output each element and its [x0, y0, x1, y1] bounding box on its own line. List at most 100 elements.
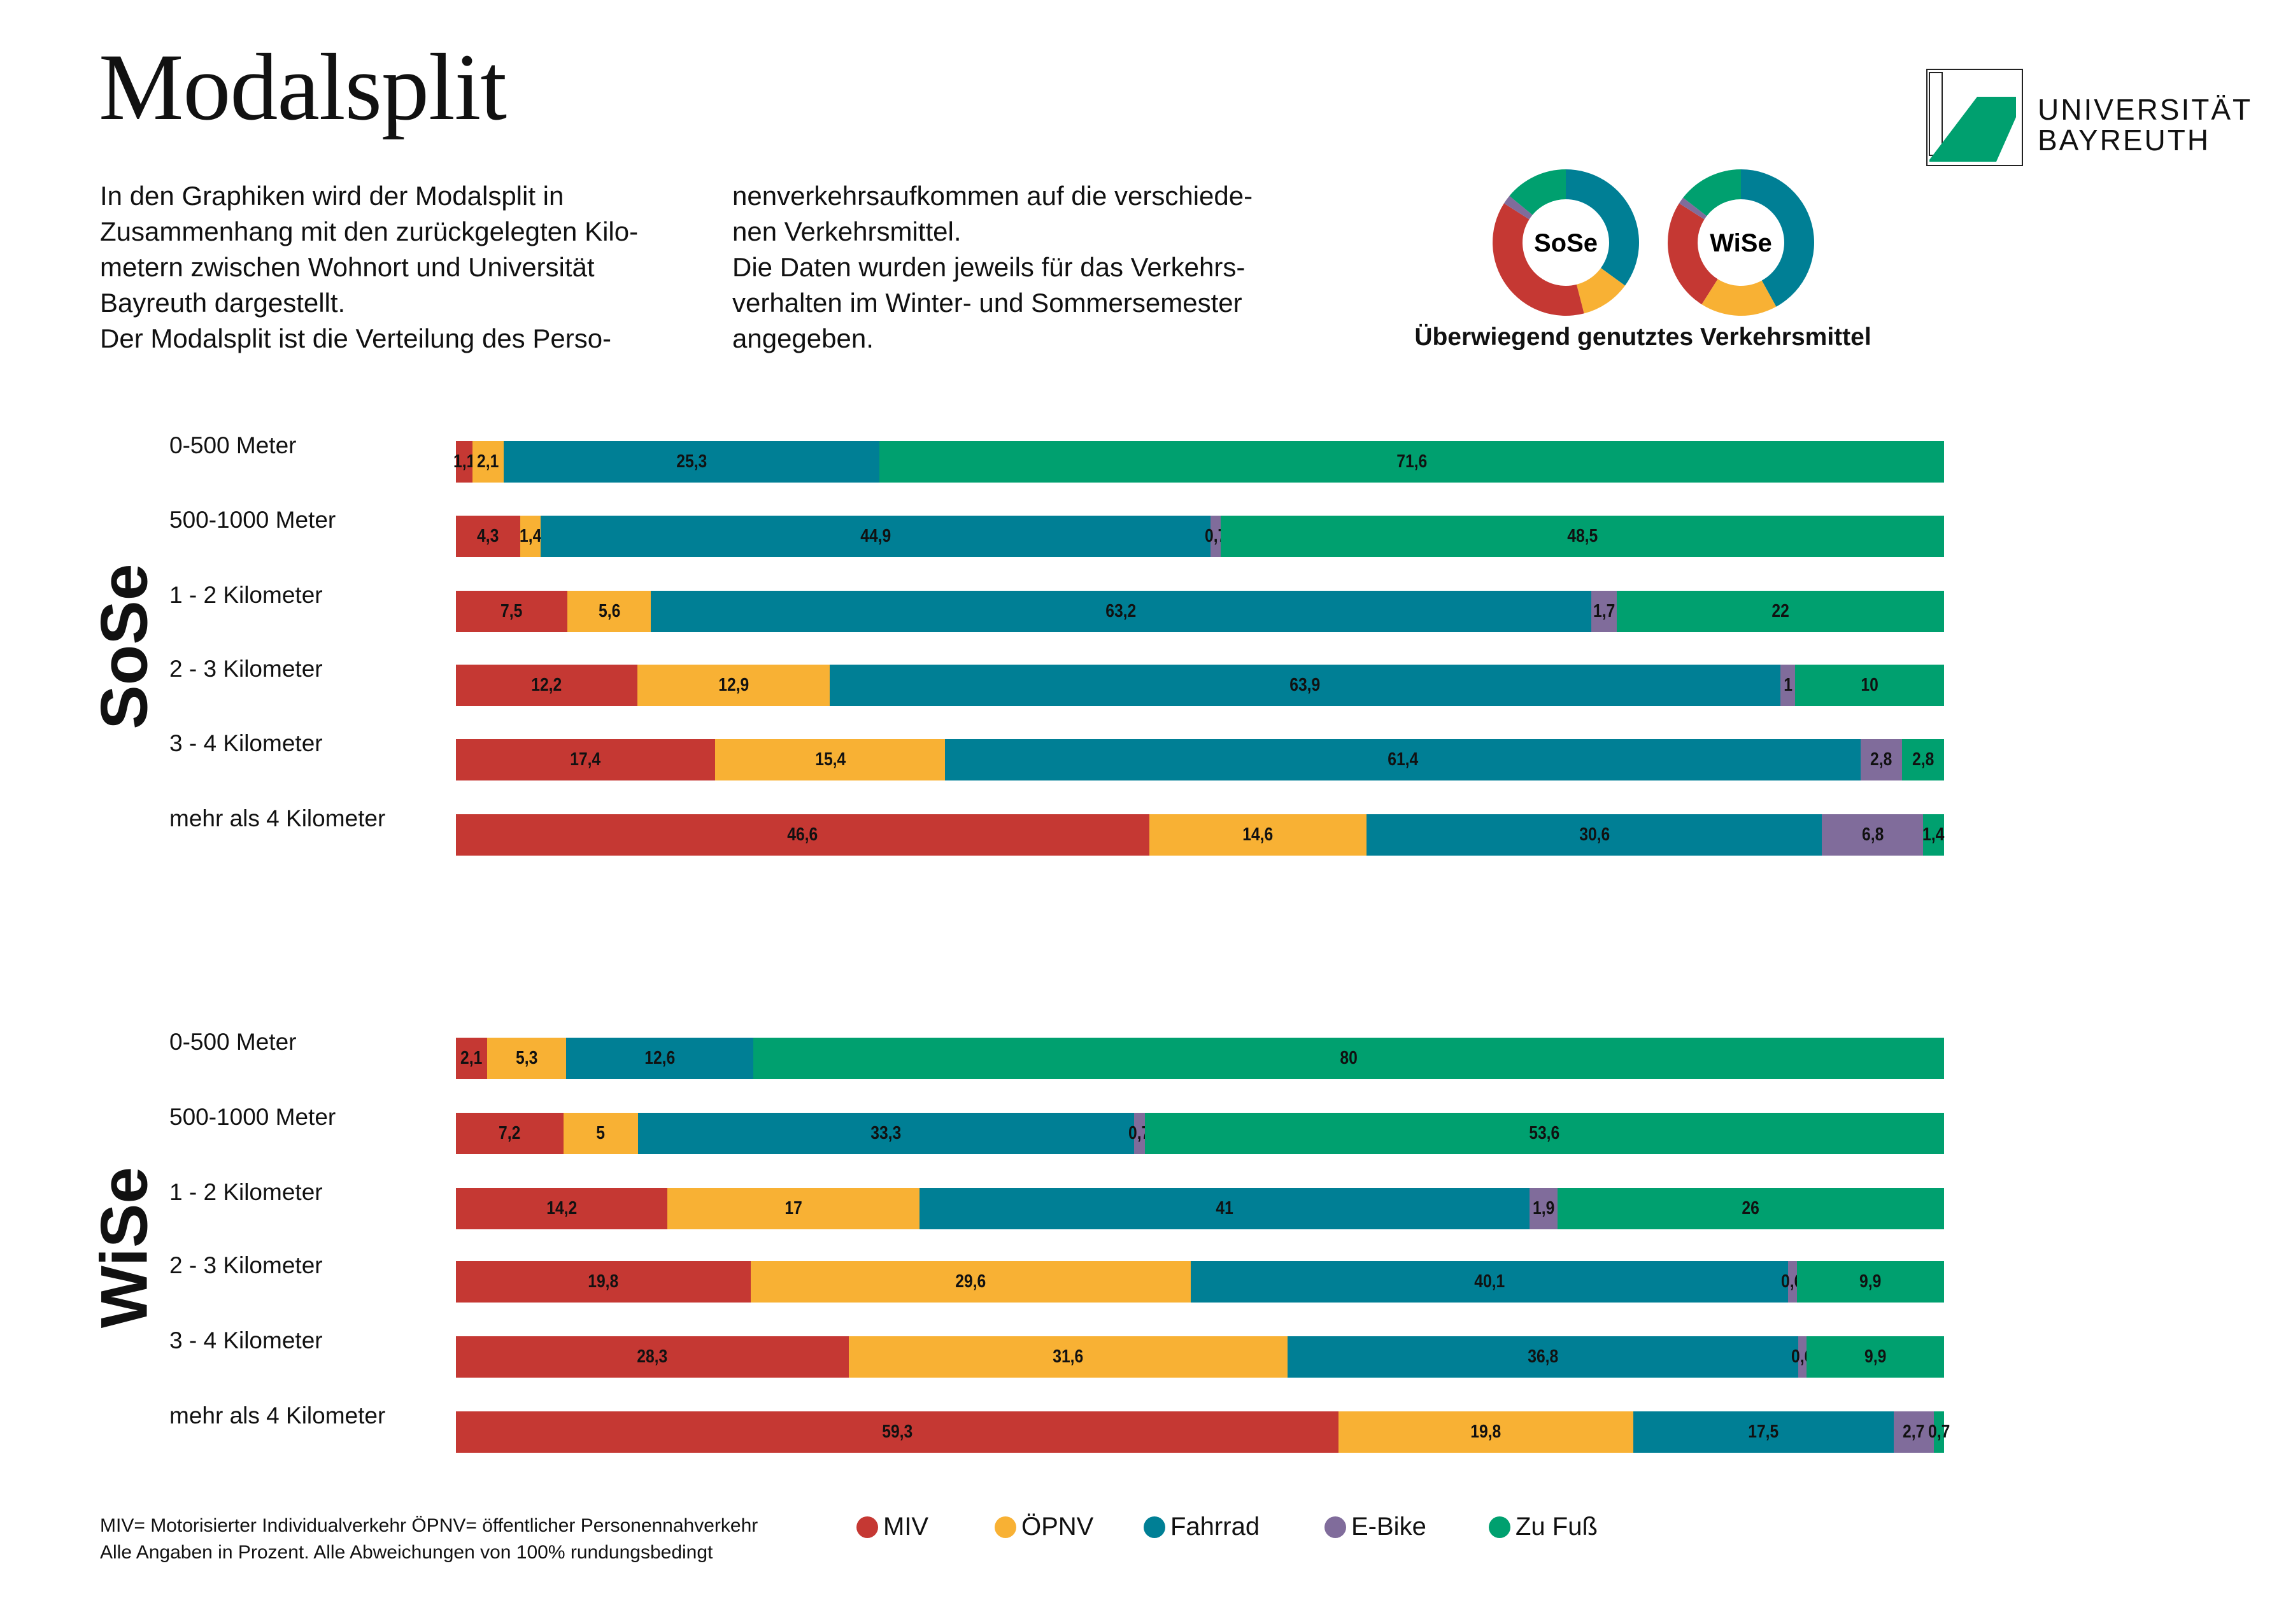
row-label: mehr als 4 Kilometer [169, 805, 386, 831]
bar-segment-miv: 1,1 [453, 441, 475, 483]
bar-segment-ebike: 0,7 [1205, 516, 1226, 557]
intro-line: nenverkehrsaufkommen auf die verschiede- [732, 181, 1253, 211]
bar-segment-miv: 12,2 [456, 665, 638, 706]
donut-slice-wise [1741, 169, 1814, 307]
data-label: 12,9 [718, 675, 749, 695]
data-label: 7,5 [501, 601, 523, 621]
bar-segment-zufuß: 9,9 [1796, 1261, 1944, 1303]
legend-label: ÖPNV [1021, 1513, 1094, 1541]
data-label: 5,3 [515, 1048, 538, 1068]
row-label: 0-500 Meter [169, 432, 297, 458]
donut-slice-wise [1683, 169, 1741, 216]
legend-swatch [1324, 1516, 1346, 1538]
sose-bar: 1,1 2,1 25,3 71,6 [453, 441, 1944, 483]
bar-segment-öpnv: 19,8 [1338, 1411, 1633, 1453]
data-label: 1,4 [1922, 824, 1945, 845]
footnote-line: MIV= Motorisierter Individualverkehr ÖPN… [100, 1515, 758, 1536]
data-label: 71,6 [1396, 451, 1428, 472]
bar-segment-fahrrad: 33,3 [637, 1113, 1135, 1154]
data-label: 2,1 [477, 451, 499, 472]
legend-item: ÖPNV [995, 1513, 1144, 1541]
data-label: 14,6 [1242, 824, 1274, 845]
intro-text-col2: nenverkehrsaufkommen auf die verschiede-… [732, 178, 1280, 357]
donut-slice-sose [1503, 195, 1533, 220]
bar-segment-miv: 2,1 [456, 1038, 488, 1079]
row-label: 1 - 2 Kilometer [169, 582, 323, 608]
bar-segment-miv: 17,4 [456, 739, 716, 780]
bar-segment-miv: 59,3 [456, 1411, 1338, 1453]
bar-segment-ebike: 1 [1780, 665, 1796, 706]
bar-segment-zufuß: 22 [1616, 591, 1944, 632]
bar-segment-öpnv: 5,3 [487, 1038, 566, 1079]
donut-center-label: SoSe [1534, 229, 1598, 257]
donut-slice-wise [1679, 197, 1707, 220]
bar-segment-ebike: 0,6 [1781, 1261, 1803, 1303]
data-label: 46,6 [787, 824, 818, 845]
bar-segment-miv: 14,2 [456, 1188, 667, 1229]
legend: MIV ÖPNV Fahrrad E-Bike Zu Fuß [856, 1513, 1598, 1541]
bar-segment-fahrrad: 12,6 [565, 1038, 754, 1079]
wise-bar: 7,2 5 33,3 0,7 53,6 [456, 1113, 1944, 1154]
bar-segment-miv: 7,2 [456, 1113, 564, 1154]
sose-bar: 46,6 14,6 30,6 6,8 1,4 [456, 814, 1945, 856]
row-label: mehr als 4 Kilometer [169, 1402, 386, 1429]
data-label: 12,2 [531, 675, 562, 695]
data-label: 12,6 [644, 1048, 676, 1068]
data-label: 6,8 [1861, 824, 1884, 845]
data-label: 44,9 [860, 526, 891, 546]
data-label: 29,6 [955, 1271, 986, 1292]
bar-segment-miv: 19,8 [456, 1261, 751, 1303]
data-label: 14,2 [546, 1198, 577, 1218]
donut-charts: SoSe WiSe [1493, 169, 1814, 316]
data-label: 31,6 [1053, 1346, 1084, 1367]
bar-segment-fahrrad: 63,2 [651, 591, 1592, 632]
bar-segment-ebike: 1,9 [1529, 1188, 1558, 1229]
bar-segment-zufuß: 2,8 [1902, 739, 1944, 780]
legend-label: E-Bike [1351, 1513, 1426, 1541]
data-label: 1,9 [1532, 1198, 1554, 1218]
donut-slice-sose [1566, 169, 1639, 286]
data-label: 41 [1216, 1198, 1233, 1218]
donut-slice-sose [1493, 203, 1584, 316]
intro-line: Die Daten wurden jeweils für das Verkehr… [732, 252, 1246, 282]
legend-item: MIV [856, 1513, 995, 1541]
row-label: 2 - 3 Kilometer [169, 656, 323, 682]
bar-segment-öpnv: 12,9 [637, 665, 830, 706]
bar-segment-ebike: 0,6 [1791, 1336, 1814, 1378]
data-label: 80 [1340, 1048, 1358, 1068]
legend-item: E-Bike [1324, 1513, 1489, 1541]
bar-segment-fahrrad: 63,9 [829, 665, 1780, 706]
bar-segment-ebike: 0,7 [1128, 1113, 1151, 1154]
data-label: 48,5 [1567, 526, 1598, 546]
bar-segment-ebike: 2,7 [1893, 1411, 1934, 1453]
data-label: 59,3 [881, 1422, 912, 1442]
intro-text-col1: In den Graphiken wird der Modalsplit in Z… [100, 178, 648, 357]
wise-bar: 59,3 19,8 17,5 2,7 0,7 [456, 1411, 1950, 1453]
donut-slice-sose [1576, 267, 1626, 314]
data-label: 2,8 [1870, 749, 1892, 770]
intro-line: In den Graphiken wird der Modalsplit in [100, 181, 564, 211]
data-label: 22 [1771, 601, 1789, 621]
row-label: 0-500 Meter [169, 1029, 297, 1055]
bar-segment-fahrrad: 17,5 [1633, 1411, 1894, 1453]
wise-bar: 2,1 5,3 12,6 80 [456, 1038, 1944, 1079]
bar-segment-zufuß: 9,9 [1807, 1336, 1944, 1378]
data-label: 4,3 [477, 526, 499, 546]
season-label-sose: SoSe [87, 563, 162, 730]
data-label: 25,3 [676, 451, 707, 472]
intro-line: Bayreuth dargestellt. [100, 288, 346, 318]
bar-segment-miv: 4,3 [456, 516, 520, 557]
bar-segment-miv: 28,3 [456, 1336, 849, 1378]
bar-segment-zufuß: 26 [1557, 1188, 1944, 1229]
donut-center-label: WiSe [1710, 229, 1771, 257]
donut-caption: Überwiegend genutztes Verkehrsmittel [1414, 323, 1871, 351]
data-label: 1,4 [519, 526, 542, 546]
data-label: 7,2 [499, 1123, 521, 1143]
data-label: 15,4 [814, 749, 846, 770]
intro-line: Der Modalsplit ist die Verteilung des Pe… [100, 323, 612, 353]
data-label: 19,8 [1470, 1422, 1502, 1442]
bar-segment-ebike: 6,8 [1822, 814, 1924, 856]
row-label: 3 - 4 Kilometer [169, 1327, 323, 1353]
bar-segment-zufuß: 53,6 [1144, 1113, 1944, 1154]
data-label: 2,8 [1912, 749, 1935, 770]
